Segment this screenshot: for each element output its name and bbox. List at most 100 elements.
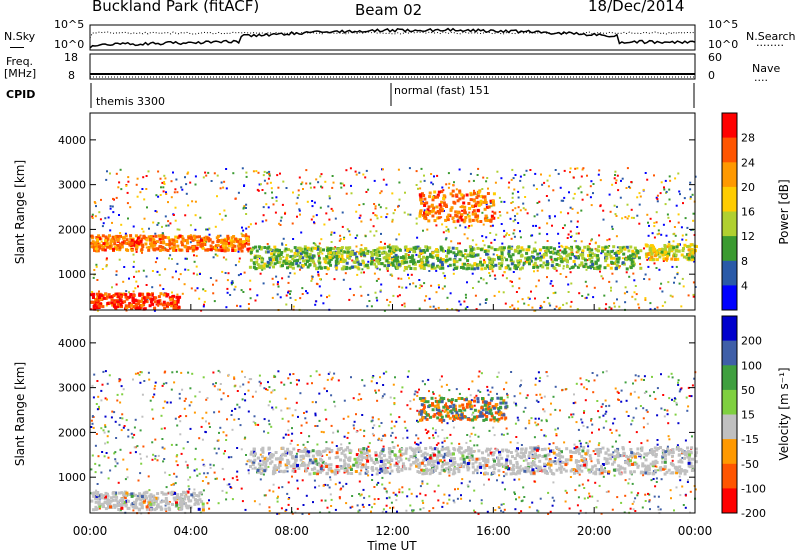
heatmap-cell [239,273,242,276]
heatmap-cell [589,247,591,250]
heatmap-cell [458,197,462,201]
heatmap-cell [253,415,256,418]
heatmap-cell [604,467,606,470]
heatmap-cell [632,382,634,385]
heatmap-cell [560,450,563,454]
heatmap-cell [307,255,311,259]
heatmap-cell [345,192,348,195]
heatmap-cell [156,459,159,462]
heatmap-cell [463,300,466,303]
heatmap-cell [249,279,252,282]
heatmap-cell [493,274,496,277]
heatmap-cell [592,296,595,299]
heatmap-cell [124,293,128,297]
heatmap-cell [117,295,121,299]
heatmap-cell [130,432,133,435]
heatmap-cell [225,168,228,170]
heatmap-cell [268,506,271,509]
heatmap-cell [139,429,142,432]
heatmap-cell [419,209,423,213]
heatmap-cell [398,285,401,288]
heatmap-cell [374,250,378,254]
heatmap-cell [483,250,487,253]
heatmap-cell [593,379,596,382]
heatmap-cell [256,263,260,267]
heatmap-cell [320,185,322,188]
heatmap-cell [484,461,488,465]
heatmap-cell [134,303,138,307]
heatmap-cell [169,222,172,225]
heatmap-cell [122,239,126,243]
heatmap-cell [573,443,576,446]
heatmap-cell [332,181,335,184]
heatmap-cell [112,211,115,214]
heatmap-cell [320,294,323,297]
heatmap-cell [600,512,603,515]
heatmap-cell [608,404,611,407]
heatmap-cell [105,257,108,260]
heatmap-cell [376,483,378,486]
heatmap-cell [423,282,426,285]
heatmap-cell [396,260,400,264]
heatmap-cell [280,381,283,384]
heatmap-cell [260,463,264,467]
heatmap-cell [289,290,292,293]
heatmap-cell [440,216,443,219]
heatmap-cell [285,508,288,511]
heatmap-cell [168,257,170,260]
heatmap-cell [464,462,468,466]
heatmap-cell [258,380,261,383]
heatmap-cell [133,446,136,449]
heatmap-cell [105,264,108,267]
heatmap-cell [549,246,553,250]
heatmap-cell [168,241,172,245]
heatmap-cell [336,430,339,433]
heatmap-cell [672,233,675,236]
heatmap-cell [316,425,319,427]
heatmap-cell [692,293,695,296]
heatmap-cell [529,472,533,476]
heatmap-cell [590,259,594,263]
heatmap-cell [330,231,333,234]
heatmap-cell [653,221,656,224]
heatmap-cell [104,424,107,427]
heatmap-cell [509,306,512,308]
heatmap-cell [582,424,585,427]
heatmap-cell [193,238,197,242]
heatmap-cell [324,257,328,261]
heatmap-cell [320,173,323,176]
heatmap-cell [281,242,284,245]
heatmap-cell [626,167,629,170]
heatmap-cell [428,472,432,476]
heatmap-cell [267,206,270,209]
heatmap-cell [645,255,649,259]
heatmap-cell [150,244,153,248]
heatmap-cell [631,249,635,253]
heatmap-cell [187,371,190,374]
heatmap-cell [194,175,197,178]
heatmap-cell [257,423,260,426]
heatmap-cell [113,242,117,246]
heatmap-cell [212,256,215,259]
heatmap-cell [188,488,191,491]
heatmap-cell [313,186,316,189]
heatmap-cell [125,184,128,187]
heatmap-cell [373,424,376,427]
heatmap-cell [202,176,205,179]
heatmap-cell [546,240,549,242]
heatmap-cell [676,271,679,274]
heatmap-cell [576,449,580,453]
heatmap-cell [480,267,484,271]
heatmap-cell [313,201,316,204]
heatmap-cell [115,172,118,175]
heatmap-cell [329,493,332,496]
heatmap-cell [277,370,280,373]
heatmap-cell [646,178,649,181]
heatmap-cell [675,401,678,404]
heatmap-cell [656,194,659,197]
heatmap-cell [577,247,581,251]
heatmap-cell [194,214,197,217]
heatmap-cell [107,293,111,297]
heatmap-cell [627,482,630,485]
heatmap-cell [572,259,576,263]
